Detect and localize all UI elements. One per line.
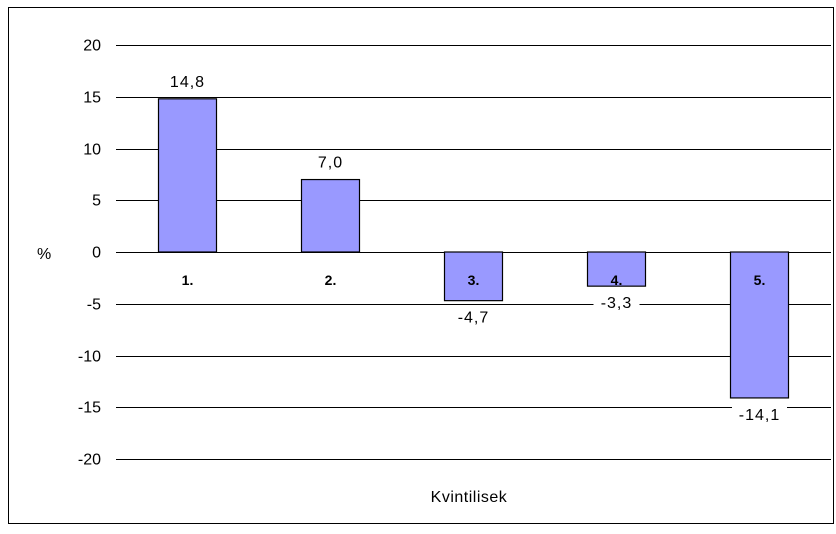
data-label-bg: [593, 292, 640, 313]
bar-5: [729, 251, 790, 399]
category-labels: 1. 2. 3. 4. 5.: [182, 272, 766, 288]
chart-frame: 20 15 10 5 0 -5 -10 -15 -20 14,8 7,0 -4,7 -3,3 -14,1…: [8, 7, 834, 524]
data-label-3: -4,7: [458, 310, 490, 327]
bars: [157, 98, 790, 399]
x-axis-title: Kvintilisek: [431, 489, 508, 506]
y-axis-title: %: [37, 246, 52, 263]
category-label-2: 2.: [325, 272, 337, 288]
y-tick-label: -10: [78, 349, 101, 366]
data-label-4: -3,3: [601, 295, 633, 312]
data-labels: 14,8 7,0 -4,7 -3,3 -14,1: [164, 70, 787, 424]
category-label-5: 5.: [754, 272, 766, 288]
data-label-bg: [450, 306, 497, 327]
data-label-5: -14,1: [739, 407, 780, 424]
y-tick-label: -15: [78, 400, 101, 417]
y-tick-label: 15: [83, 90, 101, 107]
bar-chart: 20 15 10 5 0 -5 -10 -15 -20 14,8 7,0 -4,7 -3,3 -14,1…: [37, 38, 831, 506]
y-tick-label: -20: [78, 452, 101, 469]
data-label-1: 14,8: [170, 74, 205, 91]
y-tick-label: 0: [92, 245, 101, 262]
y-tick-label: 20: [83, 38, 101, 55]
bar-2: [300, 178, 361, 253]
data-label-bg: [312, 151, 349, 172]
bar-1: [157, 98, 218, 253]
y-tick-label: -5: [87, 297, 101, 314]
data-label-2: 7,0: [318, 155, 343, 172]
y-tick-label: 5: [92, 193, 101, 210]
data-label-bg: [732, 403, 787, 424]
y-tick-label: 10: [83, 142, 101, 159]
bar-4: [586, 251, 647, 287]
category-label-1: 1.: [182, 272, 194, 288]
category-label-4: 4.: [611, 272, 623, 288]
y-tick-labels: 20 15 10 5 0 -5 -10 -15 -20: [78, 38, 101, 469]
data-label-bg: [164, 70, 211, 91]
category-label-3: 3.: [468, 272, 480, 288]
bar-3: [443, 251, 504, 302]
